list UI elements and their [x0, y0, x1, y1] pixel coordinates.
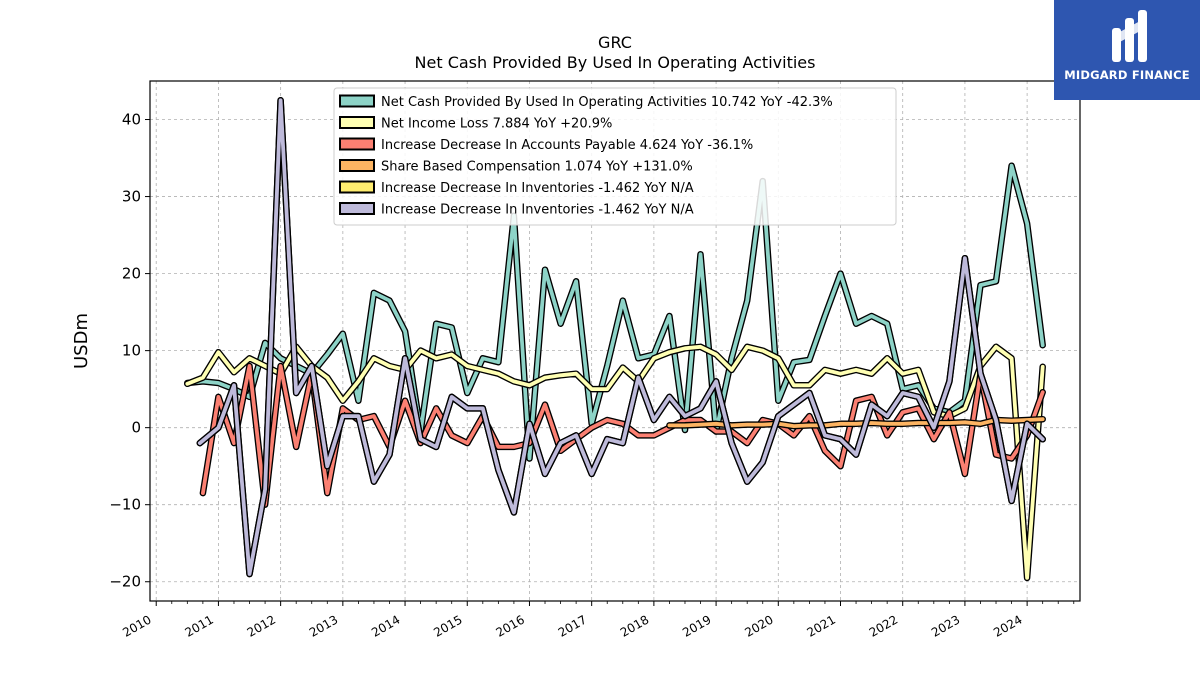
series-line-4: [667, 417, 1045, 429]
series-line-1: [185, 163, 1045, 461]
series-line-2: [185, 344, 1045, 580]
chart-subtitle: Net Cash Provided By Used In Operating A…: [415, 53, 816, 72]
legend-label: Increase Decrease In Accounts Payable 4.…: [381, 138, 753, 153]
legend-swatch: [339, 137, 375, 151]
legend-swatch: [339, 116, 375, 129]
y-tick-label: 40: [122, 111, 141, 129]
legend-label: Net Income Loss 7.884 YoY +20.9%: [381, 117, 612, 132]
x-tick-label: 2012: [245, 612, 278, 639]
x-tick-label: 2010: [120, 612, 153, 639]
legend-swatch: [339, 159, 375, 172]
y-tick-label: −20: [109, 573, 141, 591]
y-tick-label: 10: [122, 342, 141, 360]
legend-swatch: [339, 202, 375, 215]
legend-label: Increase Decrease In Inventories -1.462 …: [381, 203, 694, 218]
x-tick-label: 2020: [742, 612, 775, 639]
x-tick-label: 2017: [556, 612, 589, 639]
x-tick-label: 2014: [369, 612, 402, 639]
x-tick-label: 2011: [182, 612, 215, 639]
legend-label: Net Cash Provided By Used In Operating A…: [381, 95, 833, 110]
series-line-3: [200, 364, 1045, 507]
x-tick-label: 2016: [494, 612, 527, 639]
y-tick-label: 30: [122, 188, 141, 206]
plot-frame: [149, 80, 1081, 602]
legend-swatch: [339, 180, 375, 194]
chart-title: GRC: [598, 33, 632, 52]
x-tick-label: 2019: [680, 612, 713, 639]
series-lines: [184, 97, 1046, 582]
x-tick-label: 2015: [431, 612, 464, 639]
legend-swatch: [339, 94, 375, 108]
y-tick-label: 20: [122, 265, 141, 283]
legend: Net Cash Provided By Used In Operating A…: [333, 87, 897, 226]
brand-logo-icon: [1112, 10, 1147, 62]
x-tick-label: 2018: [618, 612, 651, 639]
y-tick-label: −10: [109, 496, 141, 514]
series-line-6: [197, 98, 1045, 576]
x-tick-label: 2013: [307, 612, 340, 639]
brand-name: MIDGARD FINANCE: [1064, 68, 1190, 82]
x-tick-label: 2022: [867, 612, 900, 639]
x-tick-label: 2023: [929, 612, 962, 639]
x-tick-label: 2021: [805, 612, 838, 639]
legend-label: Increase Decrease In Inventories -1.462 …: [381, 181, 694, 196]
legend-box: [333, 87, 897, 226]
x-tick-label: 2024: [991, 612, 1024, 639]
legend-label: Share Based Compensation 1.074 YoY +131.…: [381, 160, 693, 175]
brand-logo: MIDGARD FINANCE: [1054, 0, 1200, 100]
y-axis-label: USDm: [71, 313, 92, 369]
y-tick-label: 0: [131, 419, 141, 437]
